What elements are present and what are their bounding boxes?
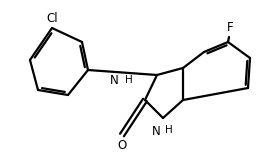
Text: H: H [165, 125, 173, 135]
Text: H: H [125, 75, 133, 85]
Text: N: N [110, 74, 119, 87]
Text: F: F [227, 21, 233, 34]
Text: Cl: Cl [46, 12, 58, 25]
Text: N: N [152, 125, 161, 138]
Text: O: O [117, 139, 127, 152]
